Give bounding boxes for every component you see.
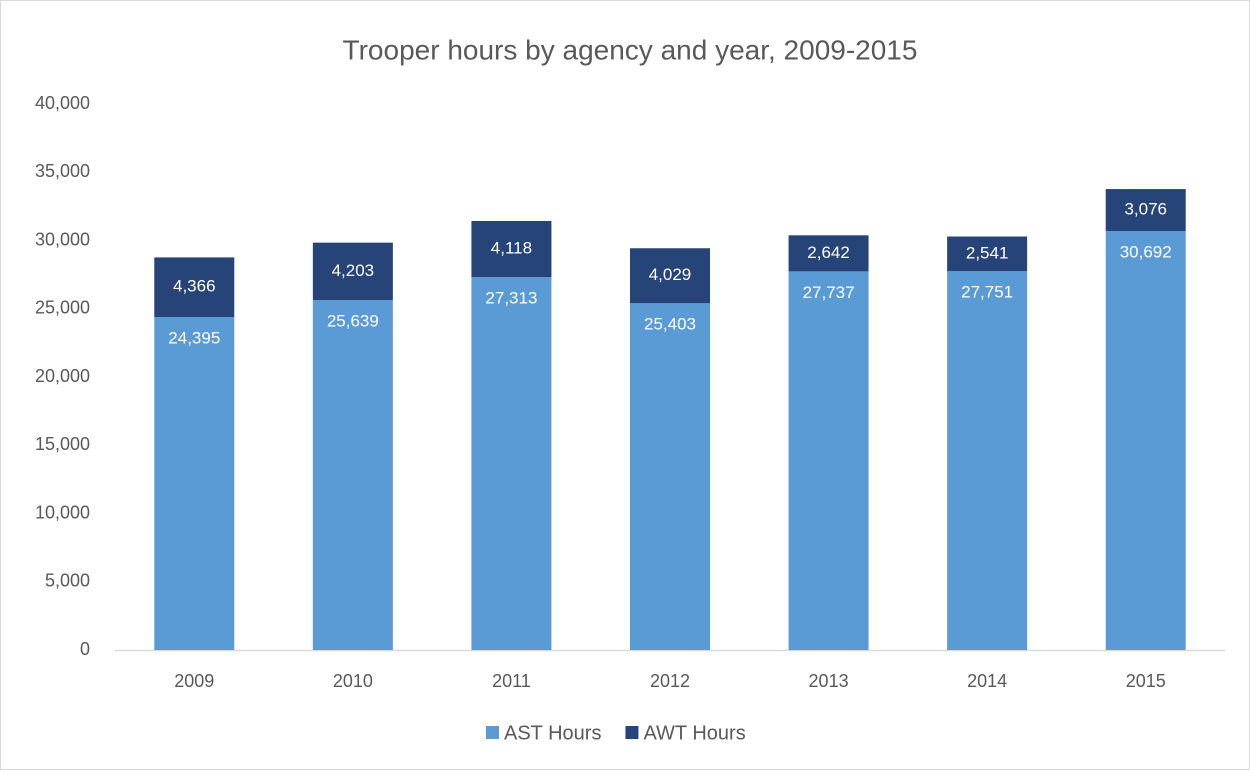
- bar-segment: [471, 220, 552, 278]
- y-tick-label: 40,000: [35, 93, 90, 113]
- data-label: 25,403: [644, 315, 696, 334]
- bar-segment: [312, 242, 393, 301]
- bar-segment: [312, 300, 393, 650]
- legend-swatch: [625, 726, 639, 739]
- bar-segment: [947, 271, 1028, 650]
- data-label: 27,313: [485, 289, 537, 308]
- bar-segment: [947, 236, 1028, 272]
- bar-segment: [788, 235, 869, 272]
- data-label: 3,076: [1124, 200, 1167, 219]
- data-label: 27,751: [961, 283, 1013, 302]
- data-label: 30,692: [1120, 243, 1172, 262]
- bar-segment: [154, 257, 235, 318]
- data-label: 27,737: [803, 283, 855, 302]
- data-label: 4,203: [332, 261, 375, 280]
- data-label: 25,639: [327, 312, 379, 331]
- x-tick-label: 2010: [333, 671, 373, 691]
- data-label: 2,541: [966, 243, 1009, 262]
- chart-title: Trooper hours by agency and year, 2009-2…: [343, 34, 918, 65]
- data-label: 24,395: [168, 328, 220, 347]
- y-tick-label: 25,000: [35, 298, 90, 318]
- x-tick-label: 2012: [650, 671, 690, 691]
- y-tick-label: 5,000: [45, 571, 90, 591]
- y-tick-label: 20,000: [35, 366, 90, 386]
- bar-segment: [1105, 189, 1186, 232]
- y-tick-label: 0: [80, 639, 90, 659]
- legend-label: AWT Hours: [643, 722, 745, 744]
- bar-segment: [630, 248, 710, 304]
- y-tick-label: 35,000: [35, 161, 90, 181]
- legend-swatch: [486, 726, 499, 739]
- data-label: 2,642: [807, 243, 850, 262]
- bar-segment: [1105, 231, 1186, 650]
- x-tick-label: 2014: [967, 671, 1007, 691]
- bar-segment: [471, 277, 552, 650]
- x-tick-label: 2011: [492, 671, 531, 691]
- data-label: 4,118: [491, 239, 532, 258]
- data-label: 4,366: [173, 277, 216, 296]
- bar-segment: [630, 303, 710, 650]
- bar-segment: [788, 271, 869, 650]
- data-label: 4,029: [649, 265, 692, 284]
- x-tick-label: 2013: [809, 671, 849, 691]
- y-tick-label: 30,000: [35, 229, 90, 249]
- y-tick-label: 15,000: [35, 434, 90, 454]
- x-tick-label: 2009: [174, 671, 214, 691]
- x-tick-label: 2015: [1126, 671, 1166, 691]
- bar-segment: [154, 317, 235, 650]
- y-tick-label: 10,000: [35, 502, 90, 522]
- legend-label: AST Hours: [504, 722, 601, 744]
